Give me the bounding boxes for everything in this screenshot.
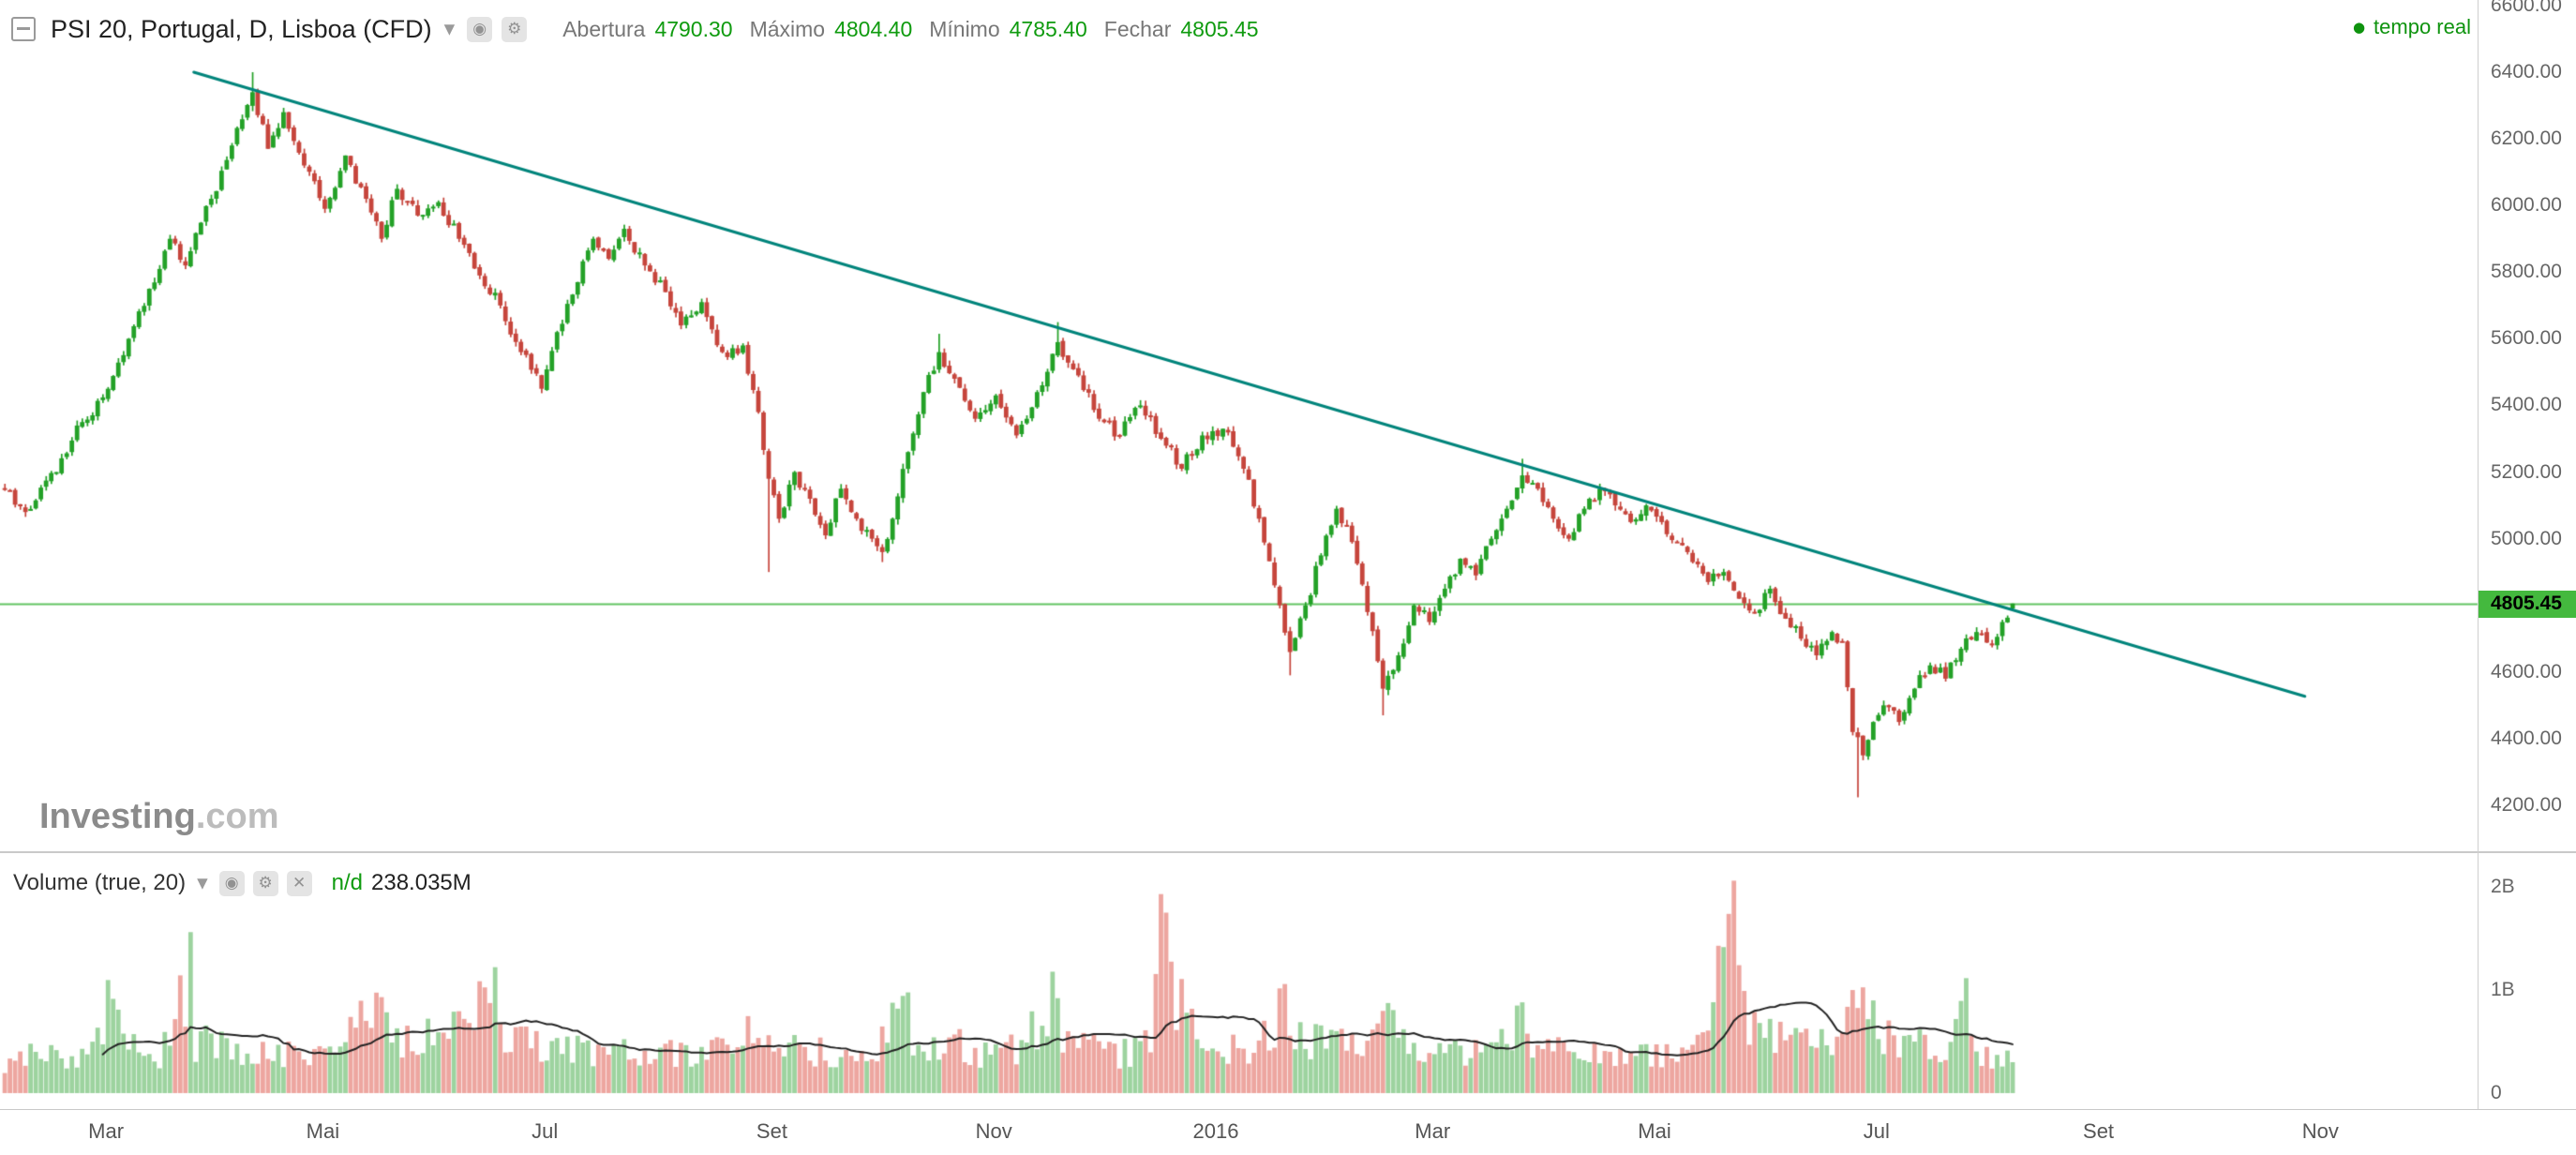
- low-label: Mínimo: [929, 16, 1000, 41]
- realtime-dot-icon: ●: [2352, 18, 2366, 36]
- close-value: 4805.45: [1180, 16, 1259, 41]
- price-axis-border: [2478, 0, 2479, 1109]
- high-label: Máximo: [749, 16, 826, 41]
- chevron-down-icon[interactable]: ▾: [443, 17, 456, 41]
- eye-icon[interactable]: ◉: [218, 870, 245, 896]
- high-value: 4804.40: [834, 16, 913, 41]
- watermark-brand: Investing: [39, 797, 196, 836]
- collapse-pane-icon[interactable]: [11, 17, 36, 41]
- pane-divider[interactable]: [0, 851, 2576, 853]
- ohlc-readout: Abertura 4790.30 Máximo 4804.40 Mínimo 4…: [562, 17, 1266, 42]
- open-label: Abertura: [562, 16, 646, 41]
- chart-header: PSI 20, Portugal, D, Lisboa (CFD) ▾ ◉ ⚙ …: [11, 11, 1266, 47]
- gear-icon[interactable]: ⚙: [502, 16, 528, 42]
- realtime-indicator: ● tempo real: [2353, 15, 2471, 39]
- volume-na-value: n/d: [331, 870, 364, 895]
- watermark-suffix: .com: [195, 797, 279, 836]
- close-icon[interactable]: ✕: [286, 870, 312, 896]
- chevron-down-icon[interactable]: ▾: [197, 871, 208, 895]
- realtime-label: tempo real: [2374, 15, 2471, 38]
- low-value: 4785.40: [1009, 16, 1087, 41]
- close-label: Fechar: [1103, 16, 1172, 41]
- volume-value: 238.035M: [371, 870, 472, 895]
- eye-icon[interactable]: ◉: [467, 16, 493, 42]
- volume-indicator-label[interactable]: Volume (true, 20): [13, 870, 187, 895]
- time-axis-border: [0, 1109, 2576, 1110]
- symbol-title[interactable]: PSI 20, Portugal, D, Lisboa (CFD): [51, 14, 432, 43]
- open-value: 4790.30: [654, 16, 733, 41]
- gear-icon[interactable]: ⚙: [252, 870, 278, 896]
- volume-header: Volume (true, 20) ▾ ◉ ⚙ ✕ n/d 238.035M: [13, 870, 472, 896]
- watermark: Investing.com: [39, 797, 279, 837]
- current-price-tag: 4805.45: [2479, 590, 2576, 618]
